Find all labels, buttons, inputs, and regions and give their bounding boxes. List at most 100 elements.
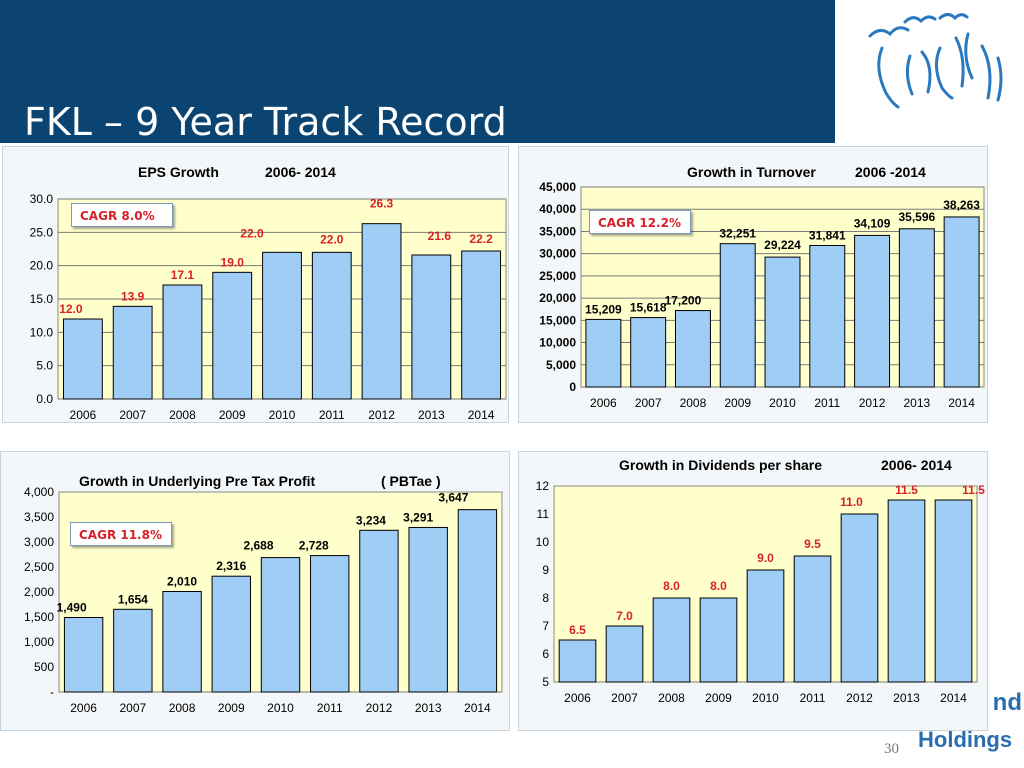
pbtae-data-label: 3,647 [438,491,468,505]
pbtae-data-label: 2,728 [299,539,329,553]
pbtae-bar [63,617,104,693]
pbtae-xtick-label: 2009 [218,701,245,715]
turnover-xtick-label: 2007 [635,396,662,410]
turnover-cagr-callout: CAGR 12.2% [589,210,691,234]
turnover-bar [854,234,891,388]
pbtae-bar [310,555,350,693]
eps-bar [311,251,352,400]
eps-xtick-label: 2011 [319,408,345,422]
dividends-data-label: 7.0 [616,609,633,623]
turnover-xtick-label: 2006 [590,396,617,410]
pbtae-ytick-label: 1,000 [24,635,54,649]
pbtae-data-label: 1,654 [118,592,148,606]
dividends-xtick-label: 2013 [893,691,920,705]
pbtae-data-label: 3,234 [356,513,386,527]
eps-data-label: 12.0 [59,302,83,316]
turnover-ytick-label: 30,000 [539,247,576,261]
dividends-ytick-label: 9 [542,563,549,577]
dividends-bar [605,625,644,683]
eps-bar [212,271,253,400]
eps-bar [162,284,203,400]
dividends-ytick-label: 12 [536,479,550,493]
pbtae-xtick-label: 2011 [317,701,343,715]
eps-bar [62,318,103,400]
dividends-bar [652,597,691,683]
eps-chart-panel: EPS Growth 2006- 2014 0.0 5.0 10.0 15.0 20.0 25… [2,146,509,423]
dividends-xtick-label: 2014 [940,691,967,705]
turnover-data-label: 15,618 [630,301,667,315]
turnover-data-label: 17,200 [665,294,702,308]
turnover-data-label: 38,263 [943,198,980,212]
dividends-data-label: 9.0 [757,551,774,565]
pbtae-bar [457,509,498,693]
dividends-title-part-1: 2006- 2014 [881,457,952,473]
turnover-ytick-label: 5,000 [546,358,576,372]
turnover-ytick-label: 40,000 [539,202,576,216]
turnover-chart: Growth in Turnover 2006 -2014 0 5,000 10,000… [539,164,985,410]
dividends-ytick-label: 10 [536,535,550,549]
turnover-data-label: 35,596 [898,210,935,224]
eps-data-label: 22.0 [240,226,264,240]
turnover-xtick-label: 2009 [724,396,751,410]
turnover-xtick-label: 2010 [769,396,796,410]
page-number: 30 [884,741,899,757]
turnover-data-label: 32,251 [719,227,756,241]
eps-xtick-label: 2014 [468,408,495,422]
eps-chart-title: EPS Growth 2006- 2014 [138,164,336,180]
pbtae-ytick-label: 2,000 [24,585,54,599]
dividends-chart: Growth in Dividends per share 2006- 2014 5… [536,457,986,705]
pbtae-ytick-label: 3,000 [24,535,54,549]
pbtae-xtick-label: 2012 [366,701,393,715]
dividends-xtick-label: 2006 [564,691,591,705]
eps-data-label: 22.2 [469,232,493,246]
turnover-bar [674,310,711,388]
turnover-ytick-label: 25,000 [539,269,576,283]
turnover-chart-panel: Growth in Turnover 2006 -2014 0 5,000 10,000… [518,146,988,423]
logo-text-3: Holdings [918,727,1013,752]
dividends-xtick-label: 2011 [800,691,826,705]
dividends-chart-title-text: Growth in Dividends per share 2006- 2014 [619,457,952,473]
dividends-data-label: 11.5 [962,483,985,497]
pbtae-data-label: 2,010 [167,575,197,589]
eps-title-part-0: EPS Growth [138,164,219,180]
pbtae-ytick-label: 4,000 [24,485,54,499]
turnover-bar [809,244,846,388]
eps-bar [112,305,153,400]
eps-ytick-label: 10.0 [30,325,54,339]
turnover-ytick-label: 10,000 [539,336,576,350]
eps-data-label: 26.3 [370,197,394,211]
eps-xtick-label: 2010 [269,408,296,422]
eps-ytick-label: 20.0 [30,259,54,273]
eps-chart-title-text: EPS Growth 2006- 2014 [138,164,336,180]
pbtae-xtick-label: 2010 [267,701,294,715]
dividends-ytick-label: 7 [542,619,549,633]
pbtae-xtick-label: 2014 [464,701,491,715]
pbtae-ytick-label: 1,500 [24,610,54,624]
pbtae-data-label: 2,316 [216,559,246,573]
turnover-data-label: 29,224 [764,238,801,252]
pbtae-ytick-label: 500 [34,660,54,674]
turnover-xtick-label: 2012 [859,396,886,410]
turnover-data-label: 34,109 [854,216,891,230]
eps-ytick-label: 30.0 [30,192,54,206]
pbtae-ytick-label: - [50,685,54,699]
eps-xtick-label: 2013 [418,408,445,422]
eps-ytick-label: 15.0 [30,292,54,306]
dividends-ytick-label: 5 [542,675,549,689]
dividends-xtick-label: 2009 [705,691,732,705]
dividends-bar [699,597,738,683]
eps-ytick-label: 25.0 [30,225,54,239]
pbtae-chart-title: Growth in Underlying Pre Tax Profit ( PBT… [79,473,441,489]
turnover-ytick-label: 15,000 [539,313,576,327]
pbtae-title-part-1: ( PBTae ) [381,473,441,489]
eps-xtick-label: 2007 [119,408,146,422]
turnover-bar [630,317,667,388]
pbtae-ytick-label: 3,500 [24,510,54,524]
dividends-data-label: 6.5 [569,623,586,637]
eps-data-label: 22.0 [320,232,344,246]
eps-ytick-label: 0.0 [36,392,53,406]
dividends-data-label: 8.0 [663,579,680,593]
pbtae-ytick-label: 2,500 [24,560,54,574]
dividends-xtick-label: 2008 [658,691,685,705]
dividends-xtick-label: 2010 [752,691,779,705]
